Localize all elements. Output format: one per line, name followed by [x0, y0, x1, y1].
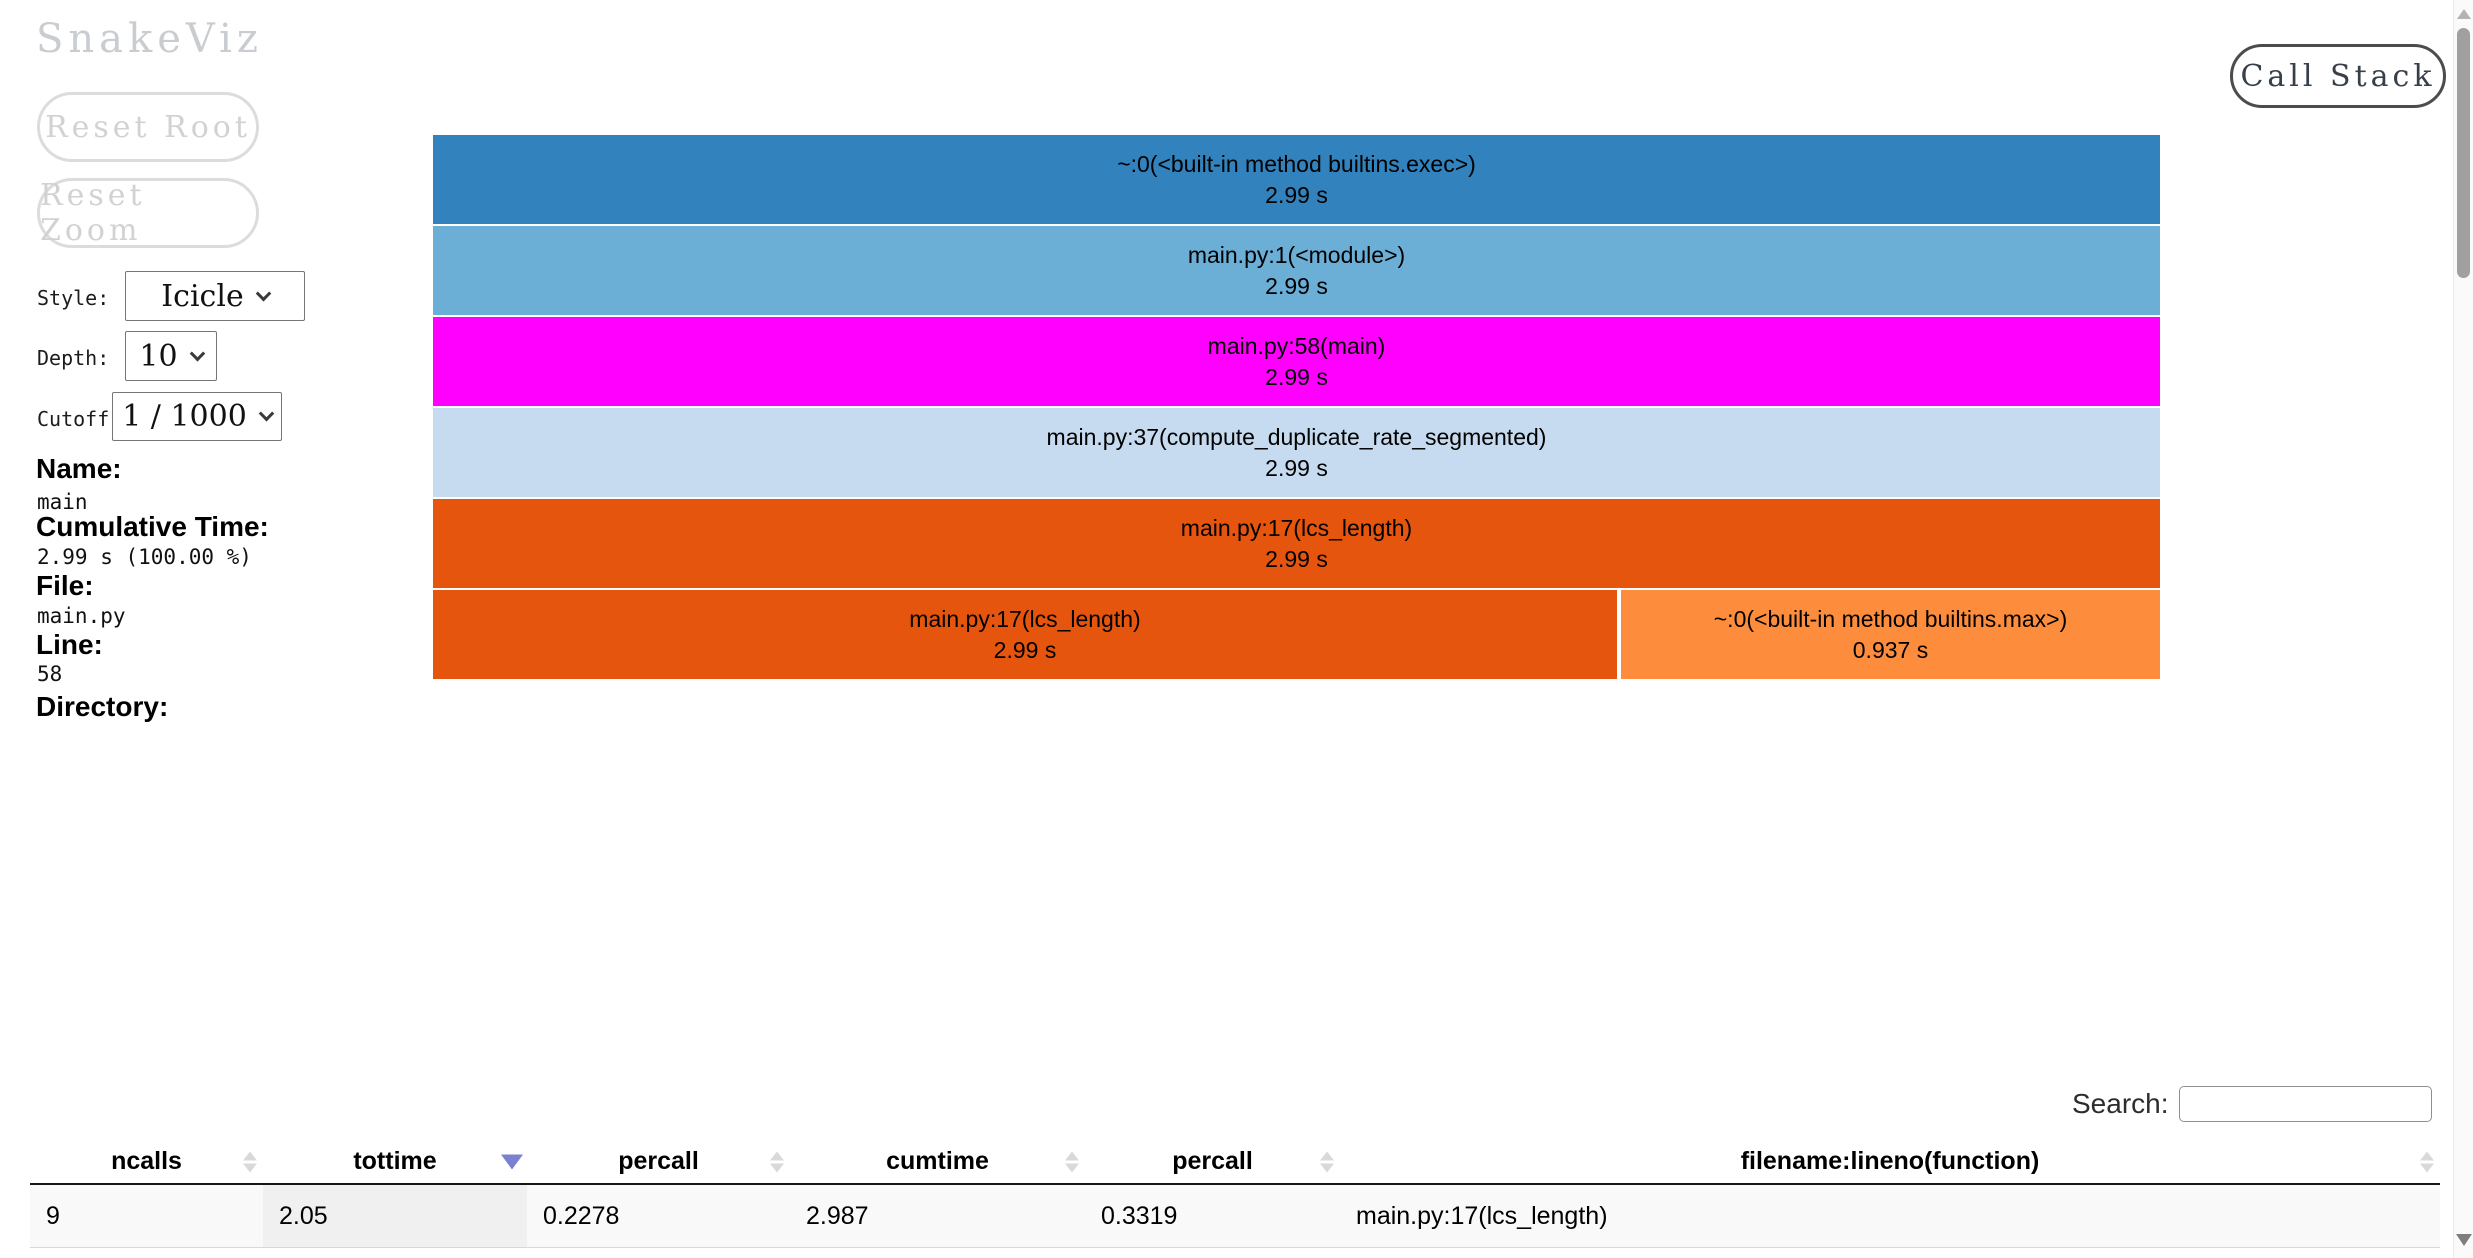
column-label: filename:lineno(function): [1740, 1147, 2040, 1175]
cell-ncalls: 9: [46, 1201, 60, 1230]
scroll-down-arrow-icon[interactable]: [2456, 1234, 2472, 1246]
scrollbar-thumb[interactable]: [2457, 28, 2470, 278]
cell-tottime: 2.05: [263, 1185, 527, 1247]
column-label: tottime: [353, 1147, 437, 1175]
search-label: Search:: [2072, 1088, 2169, 1119]
directory-heading: Directory:: [36, 691, 169, 722]
flame-bar-label: main.py:1(<module>): [1187, 241, 1406, 268]
reset-zoom-label: Reset Zoom: [40, 178, 146, 248]
stats-table: ncalls tottime percall cumtime percall f…: [30, 1140, 2440, 1248]
cutoff-select-value: 1 / 1000: [122, 399, 247, 434]
name-heading: Name:: [36, 453, 122, 484]
flame-bar-time: 2.99 s: [1265, 545, 1328, 572]
call-stack-button[interactable]: Call Stack: [2230, 44, 2446, 108]
cutoff-label: Cutoff:: [37, 407, 122, 431]
chevron-down-icon: [255, 285, 271, 301]
flame-bar-label: ~:0(<built-in method builtins.max>): [1713, 605, 2068, 632]
reset-root-button[interactable]: Reset Root: [37, 92, 259, 162]
cell-filename: main.py:17(lcs_length): [1356, 1201, 1608, 1230]
sort-icon: [2420, 1151, 2434, 1172]
column-header-cumtime[interactable]: cumtime: [790, 1140, 1085, 1183]
depth-select-value: 10: [139, 338, 178, 374]
table-search: Search:: [2072, 1086, 2432, 1122]
flame-bar-time: 2.99 s: [1265, 272, 1328, 299]
column-label: percall: [1172, 1147, 1253, 1175]
column-header-percall-cum[interactable]: percall: [1085, 1140, 1340, 1183]
flame-bar-label: ~:0(<built-in method builtins.exec>): [1117, 150, 1476, 177]
cutoff-select[interactable]: 1 / 1000: [112, 392, 282, 441]
vertical-scrollbar[interactable]: [2453, 0, 2473, 1258]
column-header-ncalls[interactable]: ncalls: [30, 1140, 263, 1183]
cumulative-time-value: 2.99 s (100.00 %): [37, 545, 252, 569]
flame-bar-time: 2.99 s: [993, 636, 1057, 663]
sort-icon: [770, 1151, 784, 1172]
icicle-chart: ~:0(<built-in method builtins.exec>) 2.9…: [433, 0, 2160, 690]
flame-bar-time: 0.937 s: [1852, 636, 1929, 663]
flame-bar-label: main.py:17(lcs_length): [909, 605, 1141, 632]
reset-zoom-button[interactable]: Reset Zoom: [37, 178, 259, 248]
chevron-down-icon: [189, 345, 205, 361]
search-input[interactable]: [2178, 1086, 2432, 1122]
file-value: main.py: [37, 604, 126, 628]
flame-bar-time: 2.99 s: [1265, 363, 1328, 390]
cell-cumtime: 2.987: [806, 1201, 869, 1230]
sort-icon: [1065, 1151, 1079, 1172]
flame-bar-module[interactable]: main.py:1(<module>) 2.99 s: [433, 226, 2160, 315]
flame-bar-compute-duplicate-rate[interactable]: main.py:37(compute_duplicate_rate_segmen…: [433, 408, 2160, 497]
cell-percall-cum: 0.3319: [1101, 1201, 1178, 1230]
column-label: percall: [618, 1147, 699, 1175]
column-header-percall[interactable]: percall: [527, 1140, 790, 1183]
cell-percall: 0.2278: [543, 1201, 620, 1230]
file-heading: File:: [36, 570, 94, 601]
column-header-tottime[interactable]: tottime: [263, 1140, 527, 1183]
table-row: 9 2.05 0.2278 2.987 0.3319 main.py:17(lc…: [30, 1185, 2440, 1248]
name-value: main: [37, 490, 88, 514]
flame-bar-main-selected[interactable]: main.py:58(main) 2.99 s: [433, 317, 2160, 406]
flame-bar-time: 2.99 s: [1265, 454, 1328, 481]
flame-bar-label: main.py:58(main): [1207, 332, 1386, 359]
flame-bar-builtins-exec[interactable]: ~:0(<built-in method builtins.exec>) 2.9…: [433, 135, 2160, 224]
chevron-down-icon: [258, 405, 275, 422]
line-value: 58: [37, 662, 63, 686]
flame-bar-label: main.py:37(compute_duplicate_rate_segmen…: [1046, 423, 1547, 450]
flame-bar-lcs-length[interactable]: main.py:17(lcs_length) 2.99 s: [433, 499, 2160, 588]
style-select[interactable]: Icicle: [125, 271, 305, 321]
sort-icon: [243, 1151, 257, 1172]
app-logo: SnakeViz: [36, 16, 263, 62]
sort-icon: [1320, 1151, 1334, 1172]
flame-bar-label: main.py:17(lcs_length): [1180, 514, 1413, 541]
flame-bar-builtins-max[interactable]: ~:0(<built-in method builtins.max>) 0.93…: [1621, 590, 2160, 679]
line-heading: Line:: [36, 629, 103, 660]
scroll-up-arrow-icon[interactable]: [2457, 9, 2471, 19]
flame-bar-time: 2.99 s: [1265, 181, 1328, 208]
style-label: Style:: [37, 286, 110, 310]
call-stack-label: Call Stack: [2240, 58, 2436, 94]
stats-table-header: ncalls tottime percall cumtime percall f…: [30, 1140, 2440, 1185]
style-select-value: Icicle: [161, 278, 244, 314]
reset-root-label: Reset Root: [45, 109, 251, 145]
depth-select[interactable]: 10: [125, 331, 217, 381]
sort-desc-icon: [501, 1154, 523, 1169]
column-label: cumtime: [886, 1147, 989, 1175]
column-label: ncalls: [111, 1147, 182, 1175]
flame-bar-lcs-length-recursive[interactable]: main.py:17(lcs_length) 2.99 s: [433, 590, 1617, 679]
column-header-filename[interactable]: filename:lineno(function): [1340, 1140, 2440, 1183]
cumulative-time-heading: Cumulative Time:: [36, 511, 269, 542]
depth-label: Depth:: [37, 346, 110, 370]
